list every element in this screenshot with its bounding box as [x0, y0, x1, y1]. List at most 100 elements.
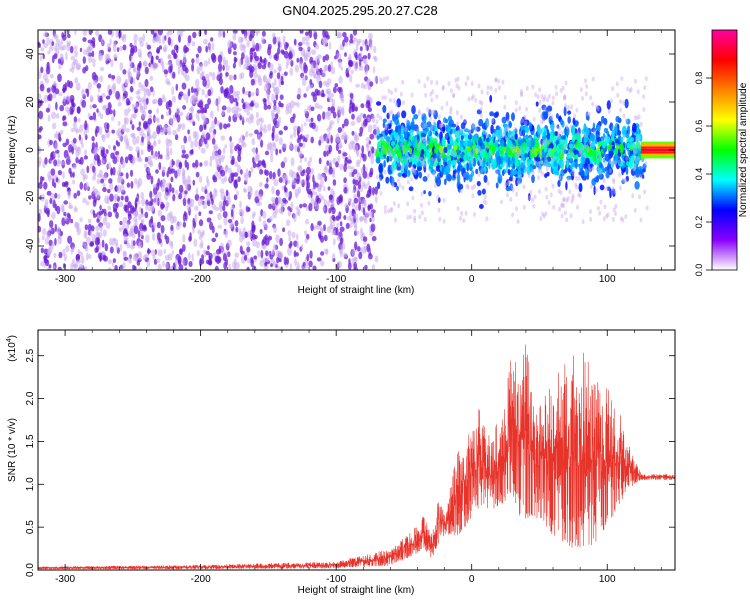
spectrogram-cell — [201, 137, 204, 146]
spectrogram-cell — [126, 182, 131, 188]
spectrogram-cell — [504, 127, 508, 132]
spectrogram-cell — [423, 216, 427, 222]
spectrogram-cell — [134, 102, 139, 109]
spectrogram-cell — [310, 117, 314, 123]
spectrogram-cell — [303, 122, 307, 127]
spectrogram-cell — [127, 100, 131, 106]
spectrogram-cell — [268, 203, 273, 210]
spectrogram-cell — [531, 174, 535, 184]
spectrogram-cell — [107, 30, 113, 35]
spectrogram-cell — [57, 266, 62, 270]
spectrogram-cell — [128, 75, 131, 83]
spectrogram-cell — [269, 71, 273, 76]
spectrogram-cell — [611, 141, 615, 146]
spectrogram-cell — [128, 145, 133, 152]
spectrogram-cell — [57, 193, 61, 200]
spectrogram-cell — [332, 111, 337, 119]
spectrogram-cell — [614, 138, 619, 144]
spectrogram-cell — [140, 191, 144, 199]
spectrogram-cell — [522, 204, 526, 210]
spectrogram-cell — [417, 79, 421, 84]
spectrogram-cell — [561, 138, 565, 144]
spectrogram-cell — [194, 131, 199, 141]
spectrogram-cell — [340, 134, 345, 140]
spectrogram-cell — [124, 195, 129, 203]
spectrogram-cell — [212, 174, 216, 181]
spectrogram-cell — [362, 163, 366, 172]
spectrogram-cell — [382, 118, 387, 123]
spectrogram-cell — [409, 129, 414, 137]
spectrogram-cell — [460, 135, 464, 140]
spectrogram-cell — [64, 182, 69, 188]
spectrogram-cell — [608, 159, 612, 165]
spectrogram-cell — [237, 176, 241, 183]
spectrogram-cell — [273, 105, 277, 113]
spectrogram-cell — [489, 94, 493, 103]
spectrogram-cell — [250, 166, 254, 173]
spectrogram-cell — [360, 103, 365, 109]
spectrogram-cell — [571, 171, 575, 177]
spectrogram-cell — [341, 107, 345, 117]
spectrogram-cell — [320, 260, 325, 267]
spectrogram-cell — [218, 62, 223, 72]
spectrogram-cell — [234, 252, 240, 258]
spectrogram-cell — [262, 257, 268, 263]
spectrogram-cell — [74, 49, 78, 58]
spectrogram-cell — [169, 240, 173, 247]
spectrogram-cell — [327, 131, 332, 140]
spectrogram-cell — [229, 84, 234, 94]
spectrogram-cell — [583, 138, 588, 143]
spectrogram-cell — [172, 215, 177, 223]
spectrogram-cell — [49, 197, 53, 205]
spectrogram-cell — [368, 32, 373, 40]
spectrogram-cell — [272, 125, 275, 135]
spectrogram-cell — [210, 52, 216, 61]
spectrogram-cell — [518, 135, 522, 141]
spectrogram-cell — [167, 30, 172, 33]
spectrogram-cell — [223, 261, 228, 270]
spectrogram-cell — [122, 95, 126, 102]
spectrogram-cell — [408, 136, 414, 141]
spectrogram-cell — [192, 162, 196, 168]
spectrogram-cell — [482, 130, 486, 136]
spectrogram-cell — [131, 103, 135, 110]
spectrogram-cell — [146, 127, 151, 134]
spectrogram-tone-cell — [641, 148, 675, 152]
spectrogram-cell — [411, 154, 415, 160]
spectrogram-cell — [641, 174, 645, 179]
spectrogram-cell — [222, 30, 226, 38]
spectrogram-cell — [435, 94, 439, 100]
spectrogram-cell — [397, 111, 401, 117]
spectrogram-cell — [148, 134, 153, 139]
spectrogram-cell — [426, 76, 430, 81]
spectrogram-cell — [393, 130, 399, 139]
spectrogram-y-label: Frequency (Hz) — [7, 116, 18, 185]
spectrogram-cell — [492, 158, 497, 169]
spectrogram-cell — [311, 91, 316, 97]
spectrogram-cell — [581, 175, 588, 181]
spectrogram-cell — [260, 59, 266, 64]
spectrogram-cell — [480, 100, 484, 106]
spectrogram-cell — [406, 179, 410, 185]
spectrogram-cell — [344, 134, 349, 141]
spectrogram-cell — [43, 181, 48, 190]
spectrogram-cell — [501, 116, 507, 124]
spectrogram-cell — [44, 157, 48, 165]
spectrogram-cell — [95, 129, 98, 138]
spectrogram-cell — [413, 124, 419, 132]
spectrogram-cell — [119, 220, 123, 226]
spectrogram-cell — [442, 197, 446, 203]
spectrogram-cell — [637, 114, 641, 120]
spectrogram-cell — [265, 170, 270, 176]
spectrogram-cell — [413, 169, 419, 180]
spectrogram-cell — [119, 184, 125, 193]
spectrogram-cell — [389, 152, 393, 158]
spectrogram-cell — [62, 87, 66, 94]
spectrogram-cell — [402, 100, 405, 106]
spectrogram-cell — [473, 212, 476, 217]
spectrogram-cell — [604, 135, 610, 144]
spectrogram-cell — [227, 251, 231, 258]
spectrogram-cell — [503, 95, 507, 100]
spectrogram-cell — [222, 253, 227, 262]
spectrogram-cell — [298, 150, 303, 158]
